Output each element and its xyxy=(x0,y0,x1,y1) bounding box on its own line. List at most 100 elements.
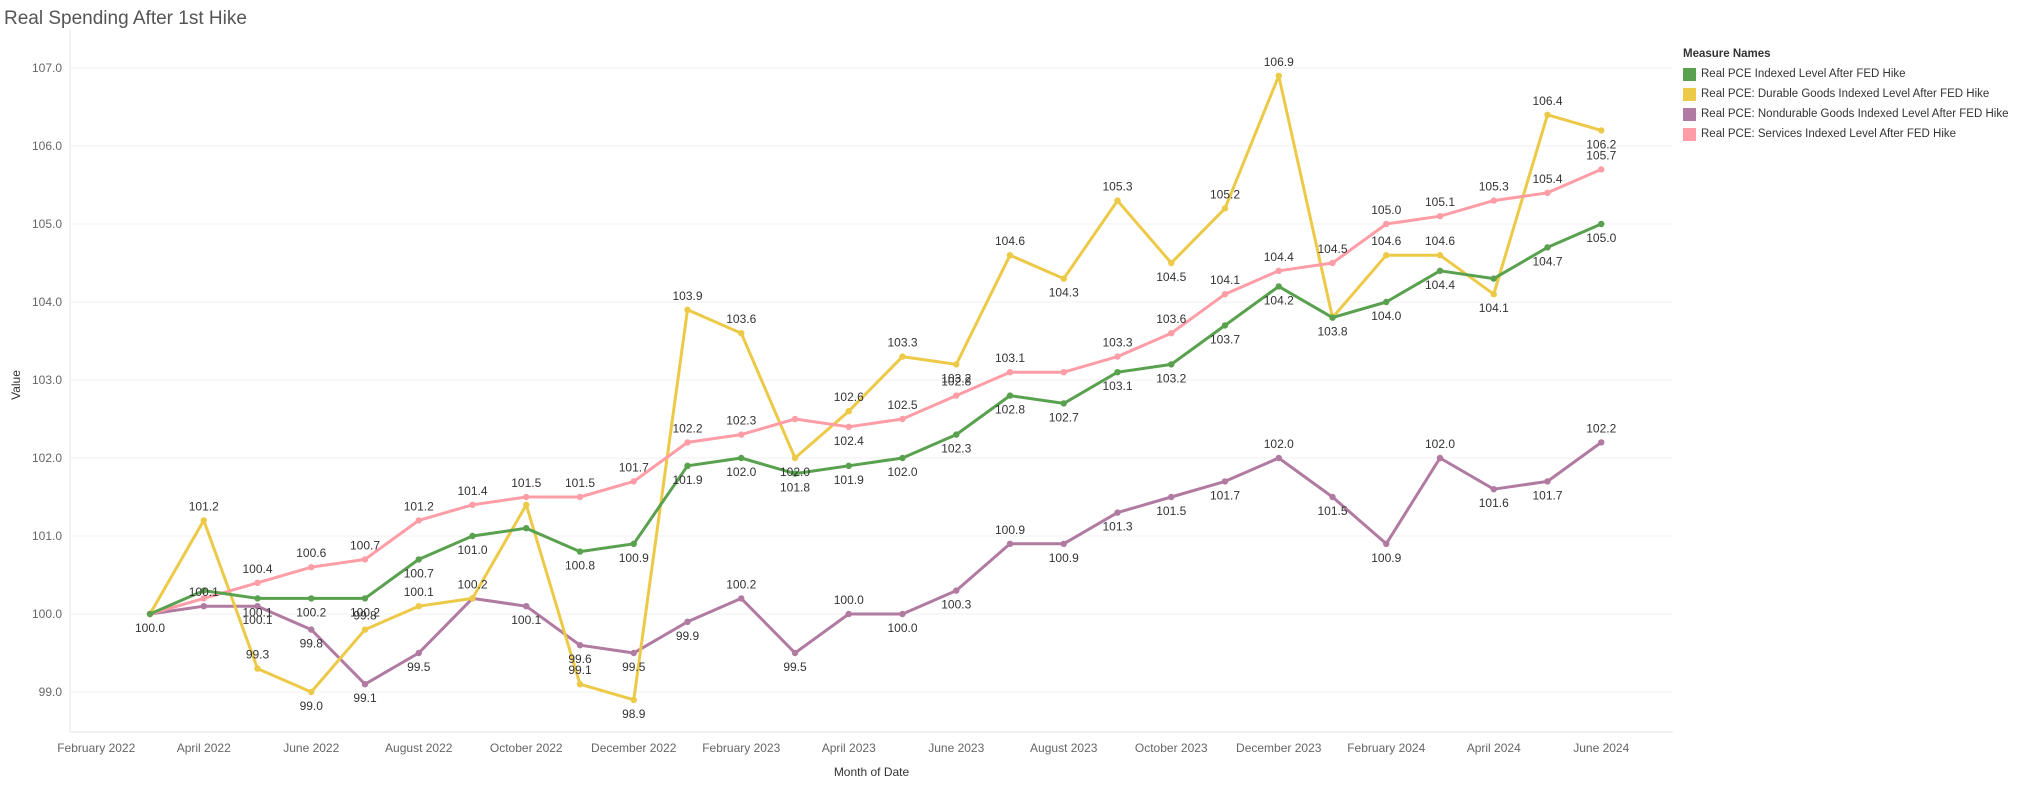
data-label-total: 104.4 xyxy=(1425,278,1455,292)
data-label-nondurable: 100.1 xyxy=(511,613,541,627)
data-label-nondurable: 100.9 xyxy=(995,523,1025,537)
data-point-durable xyxy=(738,330,745,337)
legend-item-durable[interactable]: Real PCE: Durable Goods Indexed Level Af… xyxy=(1683,84,2008,104)
data-point-nondurable xyxy=(953,587,960,594)
legend-label-nondurable: Real PCE: Nondurable Goods Indexed Level… xyxy=(1701,108,2009,120)
data-point-nondurable xyxy=(200,603,207,610)
data-point-services xyxy=(1329,259,1336,267)
y-tick-label: 101.0 xyxy=(32,529,62,543)
data-point-services xyxy=(415,517,422,524)
data-label-durable: 104.6 xyxy=(1371,234,1401,248)
data-label-durable: 102.0 xyxy=(780,465,810,479)
data-point-services xyxy=(576,493,584,501)
data-point-services xyxy=(254,579,261,586)
data-label-total: 100.2 xyxy=(350,605,380,619)
data-point-total xyxy=(1275,283,1282,290)
data-point-durable xyxy=(1544,111,1551,119)
data-point-total xyxy=(1490,275,1497,282)
data-label-services: 104.4 xyxy=(1264,250,1294,264)
data-label-services: 101.5 xyxy=(565,476,595,490)
data-label-total: 103.7 xyxy=(1210,332,1240,346)
series-line-durable xyxy=(148,74,1602,702)
data-label-nondurable: 101.7 xyxy=(1210,488,1240,502)
data-label-total: 102.3 xyxy=(941,442,971,456)
data-point-nondurable xyxy=(1168,493,1175,501)
data-label-nondurable: 100.2 xyxy=(726,577,756,591)
data-point-nondurable xyxy=(576,642,584,649)
data-point-total xyxy=(899,454,906,462)
data-label-nondurable: 99.5 xyxy=(622,660,646,674)
data-label-total: 102.0 xyxy=(887,465,917,479)
data-label-nondurable: 101.7 xyxy=(1532,488,1562,502)
data-point-nondurable xyxy=(1006,540,1014,547)
data-point-total xyxy=(953,431,960,438)
data-label-durable: 106.2 xyxy=(1586,137,1616,151)
y-tick-label: 102.0 xyxy=(32,451,62,465)
data-point-durable xyxy=(899,353,906,360)
data-label-total: 102.0 xyxy=(726,465,756,479)
data-point-total xyxy=(576,548,584,555)
data-point-durable xyxy=(630,696,637,703)
data-label-durable: 102.6 xyxy=(834,390,864,404)
data-label-services: 102.4 xyxy=(834,434,864,448)
data-point-durable xyxy=(1006,252,1014,259)
data-point-nondurable xyxy=(1490,486,1497,493)
data-label-services: 100.6 xyxy=(296,546,326,560)
data-label-nondurable: 100.3 xyxy=(941,598,971,612)
data-point-nondurable xyxy=(308,626,315,633)
data-point-services xyxy=(1221,291,1229,298)
data-label-nondurable: 101.6 xyxy=(1479,496,1509,510)
data-point-total xyxy=(146,610,154,618)
data-label-nondurable: 100.2 xyxy=(457,577,487,591)
y-tick-label: 103.0 xyxy=(32,373,62,387)
y-tick-label: 99.0 xyxy=(39,685,63,699)
data-label-nondurable: 100.9 xyxy=(1371,551,1401,565)
x-tick-label: February 2024 xyxy=(1347,741,1425,755)
data-point-durable xyxy=(1221,205,1229,212)
data-point-total xyxy=(361,595,369,602)
data-point-durable xyxy=(953,361,960,368)
x-tick-label: April 2022 xyxy=(177,741,231,755)
legend-item-services[interactable]: Real PCE: Services Indexed Level After F… xyxy=(1683,124,2008,144)
data-point-services xyxy=(845,423,852,430)
y-tick-label: 106.0 xyxy=(32,139,62,153)
legend-item-nondurable[interactable]: Real PCE: Nondurable Goods Indexed Level… xyxy=(1683,104,2008,124)
data-label-durable: 99.0 xyxy=(300,699,324,713)
data-point-services xyxy=(1060,369,1067,376)
legend-item-total[interactable]: Real PCE Indexed Level After FED Hike xyxy=(1683,64,2008,84)
x-axis-title: Month of Date xyxy=(834,765,910,779)
data-label-total: 103.8 xyxy=(1317,325,1347,339)
data-label-total: 100.2 xyxy=(296,605,326,619)
data-point-total xyxy=(523,525,530,532)
data-point-nondurable xyxy=(1060,540,1067,547)
data-point-services xyxy=(1436,213,1444,220)
data-label-services: 105.4 xyxy=(1532,172,1562,186)
data-label-nondurable: 99.6 xyxy=(568,652,592,666)
x-tick-label: February 2022 xyxy=(57,741,135,755)
y-tick-label: 107.0 xyxy=(32,61,62,75)
data-point-durable xyxy=(1275,72,1282,80)
data-label-services: 103.1 xyxy=(995,351,1025,365)
data-point-nondurable xyxy=(791,649,799,657)
data-point-durable xyxy=(308,688,315,696)
data-label-nondurable: 102.2 xyxy=(1586,421,1616,435)
data-point-services xyxy=(361,556,369,563)
data-label-nondurable: 101.5 xyxy=(1156,504,1186,518)
data-label-durable: 104.6 xyxy=(995,234,1025,248)
data-point-durable xyxy=(1168,259,1175,267)
data-label-total: 100.7 xyxy=(404,566,434,580)
x-tick-label: June 2024 xyxy=(1573,741,1629,755)
data-point-total xyxy=(1006,392,1014,399)
data-label-services: 105.3 xyxy=(1479,180,1509,194)
data-label-services: 104.5 xyxy=(1317,242,1347,256)
data-point-nondurable xyxy=(1275,454,1282,462)
legend-label-durable: Real PCE: Durable Goods Indexed Level Af… xyxy=(1701,88,1990,100)
data-point-services xyxy=(1544,189,1551,196)
data-label-services: 105.1 xyxy=(1425,195,1455,209)
data-label-total: 103.1 xyxy=(1102,379,1132,393)
data-point-total xyxy=(738,454,745,462)
x-tick-label: October 2022 xyxy=(490,741,563,755)
data-label-nondurable: 99.5 xyxy=(407,660,431,674)
x-tick-label: February 2023 xyxy=(702,741,780,755)
data-point-total xyxy=(1329,314,1336,321)
